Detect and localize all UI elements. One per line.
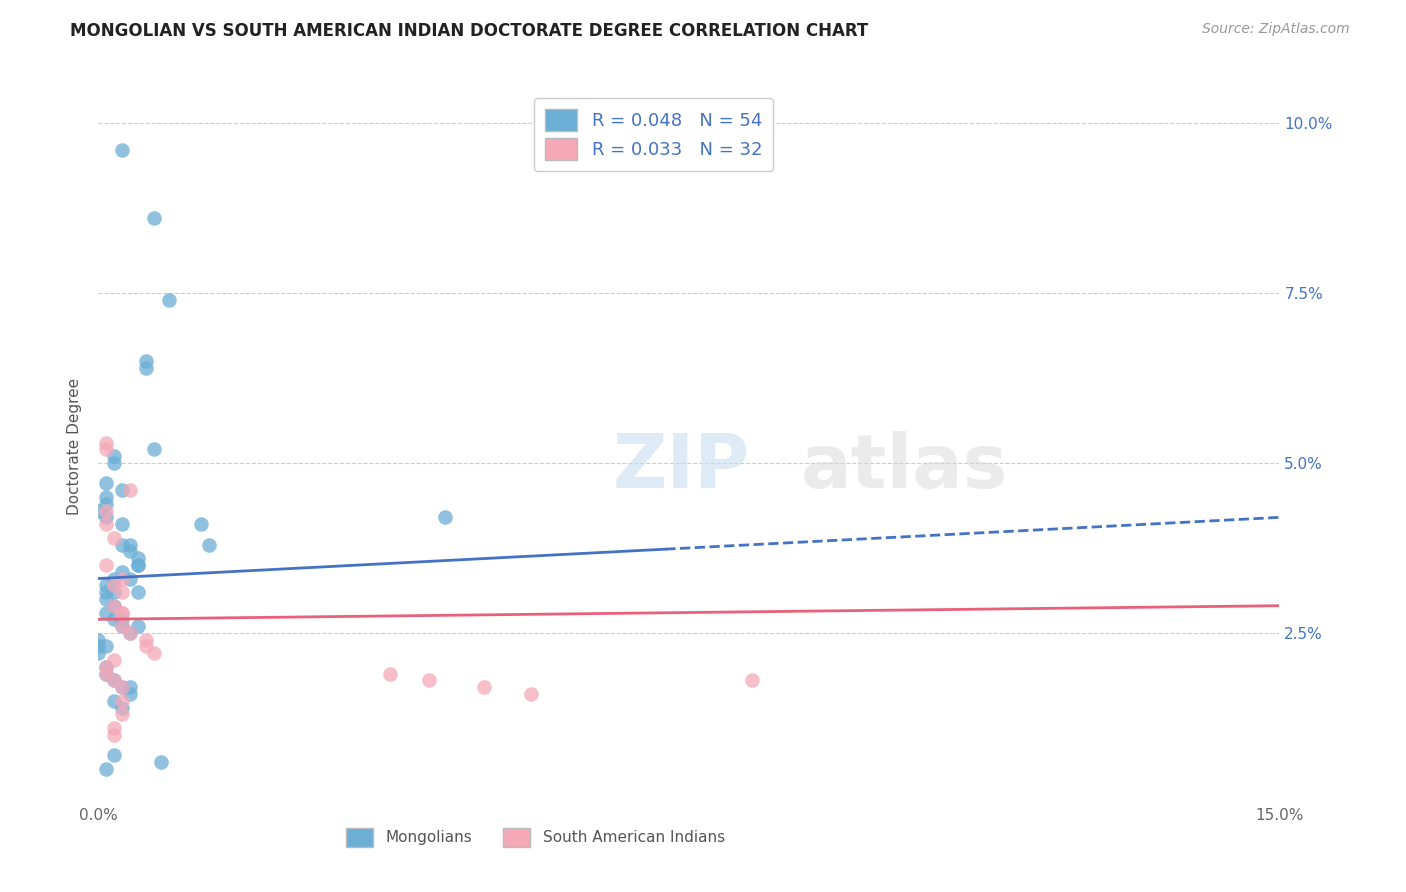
Point	[96, 435, 118, 450]
Point	[103, 599, 125, 613]
Point	[127, 551, 149, 566]
Point	[118, 626, 141, 640]
Point	[103, 585, 125, 599]
Point	[127, 558, 149, 572]
Point	[87, 503, 110, 517]
Text: Source: ZipAtlas.com: Source: ZipAtlas.com	[1202, 22, 1350, 37]
Point	[96, 578, 118, 592]
Point	[87, 640, 110, 654]
Point	[111, 707, 134, 722]
Point	[190, 517, 212, 532]
Point	[111, 619, 134, 633]
Point	[135, 640, 157, 654]
Point	[118, 680, 141, 694]
Point	[96, 490, 118, 504]
Point	[135, 632, 157, 647]
Point	[118, 544, 141, 558]
Point	[96, 640, 118, 654]
Point	[96, 476, 118, 491]
Point	[96, 442, 118, 457]
Point	[103, 572, 125, 586]
Point	[378, 666, 401, 681]
Point	[118, 626, 141, 640]
Point	[111, 572, 134, 586]
Point	[111, 612, 134, 626]
Point	[96, 660, 118, 674]
Point	[111, 606, 134, 620]
Point	[111, 585, 134, 599]
Point	[96, 762, 118, 776]
Point	[111, 694, 134, 708]
Point	[103, 449, 125, 463]
Point	[741, 673, 763, 688]
Point	[103, 673, 125, 688]
Point	[103, 721, 125, 735]
Point	[111, 680, 134, 694]
Point	[127, 619, 149, 633]
Point	[111, 606, 134, 620]
Point	[142, 442, 165, 457]
Point	[96, 497, 118, 511]
Point	[87, 632, 110, 647]
Point	[142, 211, 165, 226]
Point	[103, 578, 125, 592]
Point	[472, 680, 495, 694]
Point	[96, 660, 118, 674]
Point	[103, 748, 125, 763]
Point	[135, 354, 157, 368]
Point	[118, 537, 141, 551]
Text: atlas: atlas	[801, 431, 1008, 504]
Point	[96, 666, 118, 681]
Point	[418, 673, 440, 688]
Point	[96, 591, 118, 606]
Point	[111, 537, 134, 551]
Point	[520, 687, 543, 701]
Point	[127, 585, 149, 599]
Point	[103, 728, 125, 742]
Point	[433, 510, 456, 524]
Point	[118, 483, 141, 498]
Legend: Mongolians, South American Indians: Mongolians, South American Indians	[337, 819, 734, 855]
Point	[96, 558, 118, 572]
Point	[150, 755, 173, 769]
Point	[103, 673, 125, 688]
Text: ZIP: ZIP	[612, 431, 749, 504]
Point	[111, 517, 134, 532]
Point	[118, 687, 141, 701]
Point	[96, 517, 118, 532]
Point	[111, 619, 134, 633]
Point	[135, 360, 157, 375]
Point	[96, 585, 118, 599]
Point	[127, 558, 149, 572]
Point	[111, 700, 134, 714]
Point	[197, 537, 219, 551]
Point	[103, 653, 125, 667]
Point	[103, 694, 125, 708]
Point	[111, 680, 134, 694]
Point	[103, 599, 125, 613]
Point	[118, 572, 141, 586]
Y-axis label: Doctorate Degree: Doctorate Degree	[67, 377, 83, 515]
Point	[103, 531, 125, 545]
Text: MONGOLIAN VS SOUTH AMERICAN INDIAN DOCTORATE DEGREE CORRELATION CHART: MONGOLIAN VS SOUTH AMERICAN INDIAN DOCTO…	[70, 22, 869, 40]
Point	[157, 293, 180, 307]
Point	[87, 646, 110, 660]
Point	[96, 666, 118, 681]
Point	[96, 606, 118, 620]
Point	[96, 510, 118, 524]
Point	[111, 483, 134, 498]
Point	[111, 565, 134, 579]
Point	[96, 503, 118, 517]
Point	[103, 456, 125, 470]
Point	[111, 144, 134, 158]
Point	[142, 646, 165, 660]
Point	[103, 612, 125, 626]
